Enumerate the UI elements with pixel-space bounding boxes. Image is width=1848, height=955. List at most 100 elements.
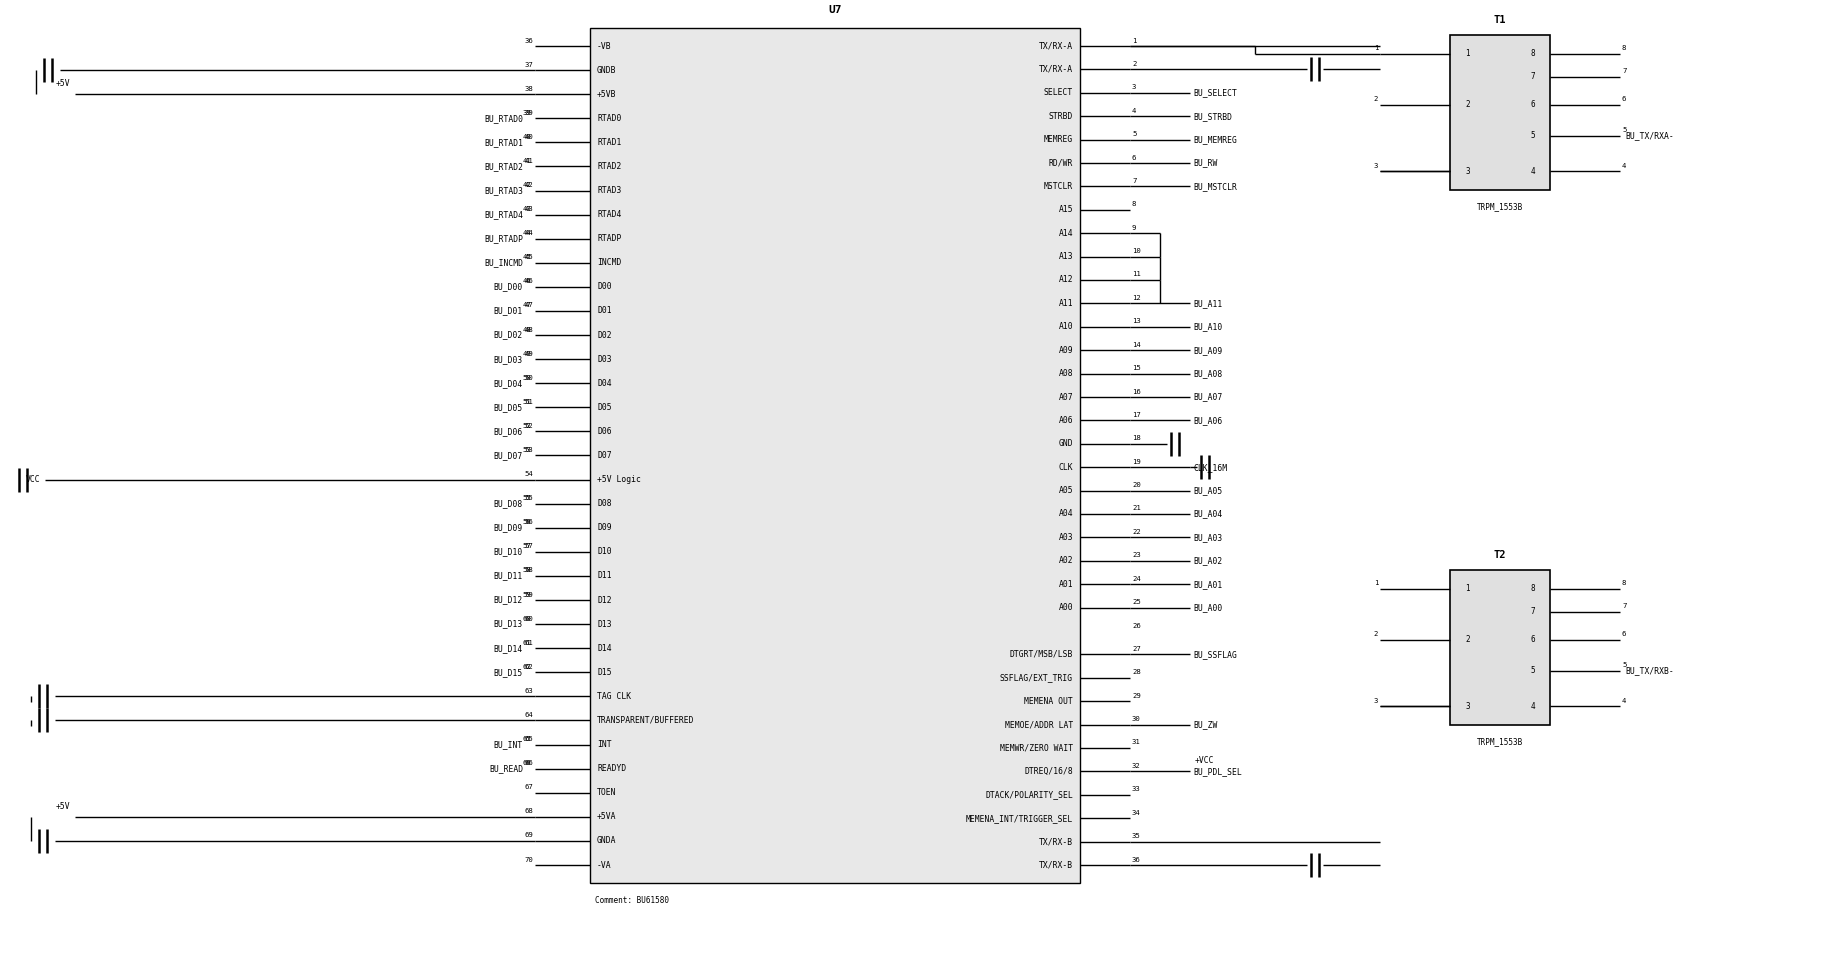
Text: D12: D12: [597, 596, 612, 605]
Text: TX/RX-B: TX/RX-B: [1039, 860, 1074, 869]
Text: 67: 67: [525, 784, 532, 790]
Text: RTAD0: RTAD0: [597, 114, 621, 123]
Text: A07: A07: [1059, 393, 1074, 401]
Text: BU_ZW: BU_ZW: [1194, 720, 1218, 729]
Text: 8: 8: [1623, 580, 1626, 586]
Text: A12: A12: [1059, 275, 1074, 285]
Text: 13: 13: [1133, 318, 1140, 325]
Text: 63: 63: [525, 688, 532, 694]
Text: MEMENA_INT/TRIGGER_SEL: MEMENA_INT/TRIGGER_SEL: [967, 814, 1074, 822]
Text: 8: 8: [1623, 45, 1626, 52]
Text: 29: 29: [1133, 692, 1140, 699]
Text: A05: A05: [1059, 486, 1074, 495]
Text: BU_D00: BU_D00: [493, 283, 523, 291]
Text: 44: 44: [523, 230, 530, 236]
Text: 4: 4: [1623, 698, 1626, 704]
Text: RTAD2: RTAD2: [597, 162, 621, 171]
Text: D10: D10: [597, 547, 612, 557]
Text: 59: 59: [525, 591, 532, 598]
Text: 69: 69: [525, 833, 532, 838]
Text: 2: 2: [1465, 100, 1469, 109]
Text: D14: D14: [597, 644, 612, 652]
Text: 38: 38: [525, 86, 532, 92]
Text: 10: 10: [1133, 248, 1140, 254]
Text: +5V: +5V: [55, 802, 70, 811]
Text: 11: 11: [1133, 271, 1140, 278]
Text: 59: 59: [523, 591, 530, 598]
Text: BU_A02: BU_A02: [1194, 557, 1222, 565]
Text: TOEN: TOEN: [597, 788, 617, 797]
Text: BU_A06: BU_A06: [1194, 415, 1222, 425]
Text: +5VA: +5VA: [597, 813, 617, 821]
Text: TX/RX-A: TX/RX-A: [1039, 41, 1074, 51]
Text: BU_A01: BU_A01: [1194, 580, 1222, 588]
Text: BU_D09: BU_D09: [493, 523, 523, 532]
Text: 14: 14: [1133, 342, 1140, 348]
Text: 52: 52: [525, 423, 532, 429]
Text: D09: D09: [597, 523, 612, 532]
Text: A00: A00: [1059, 604, 1074, 612]
Text: 62: 62: [523, 664, 530, 669]
Text: 65: 65: [523, 736, 530, 742]
Text: 62: 62: [525, 664, 532, 669]
Text: 4: 4: [1133, 108, 1137, 114]
Text: SELECT: SELECT: [1044, 88, 1074, 97]
Text: 4: 4: [1623, 163, 1626, 169]
Text: 9: 9: [1133, 224, 1137, 231]
Text: 5: 5: [1530, 131, 1536, 140]
Text: DTGRT/MSB/LSB: DTGRT/MSB/LSB: [1009, 650, 1074, 659]
Text: 45: 45: [525, 254, 532, 261]
Text: BU_D04: BU_D04: [493, 379, 523, 388]
Text: 56: 56: [525, 520, 532, 525]
Text: BU_A09: BU_A09: [1194, 346, 1222, 354]
Text: BU_TX/RXB-: BU_TX/RXB-: [1624, 667, 1674, 675]
Text: 19: 19: [1133, 458, 1140, 465]
Text: BU_A10: BU_A10: [1194, 322, 1222, 331]
Text: 54: 54: [525, 471, 532, 478]
Text: A06: A06: [1059, 415, 1074, 425]
Text: BU_D10: BU_D10: [493, 547, 523, 557]
Text: 51: 51: [525, 399, 532, 405]
Text: A10: A10: [1059, 322, 1074, 331]
Text: A09: A09: [1059, 346, 1074, 354]
Text: A03: A03: [1059, 533, 1074, 541]
Text: 47: 47: [525, 303, 532, 308]
Text: 49: 49: [523, 350, 530, 356]
Text: 2: 2: [1373, 96, 1379, 102]
Text: 4: 4: [1530, 167, 1536, 176]
Text: RTAD1: RTAD1: [597, 138, 621, 147]
Text: BU_RTAD1: BU_RTAD1: [484, 138, 523, 147]
Text: VCC: VCC: [26, 475, 41, 484]
Text: 58: 58: [523, 567, 530, 573]
Text: BU_D11: BU_D11: [493, 571, 523, 581]
Text: 28: 28: [1133, 669, 1140, 675]
Text: -VA: -VA: [597, 860, 612, 869]
Text: DTREQ/16/8: DTREQ/16/8: [1024, 767, 1074, 775]
Text: BU_A05: BU_A05: [1194, 486, 1222, 495]
Text: 8: 8: [1133, 202, 1137, 207]
Text: 50: 50: [523, 374, 530, 381]
Text: 70: 70: [525, 857, 532, 862]
Text: BU_D15: BU_D15: [493, 668, 523, 677]
Text: GNDB: GNDB: [597, 66, 617, 74]
Text: 7: 7: [1530, 73, 1536, 81]
Text: BU_TX/RXA-: BU_TX/RXA-: [1624, 131, 1674, 140]
Text: 42: 42: [525, 182, 532, 188]
Text: 57: 57: [525, 543, 532, 549]
Text: 6: 6: [1133, 155, 1137, 160]
Text: 5: 5: [1623, 127, 1626, 134]
Text: 6: 6: [1530, 635, 1536, 645]
Text: BU_PDL_SEL: BU_PDL_SEL: [1194, 767, 1242, 775]
Text: 8: 8: [1530, 584, 1536, 593]
Text: 66: 66: [525, 760, 532, 766]
Text: GND: GND: [1059, 439, 1074, 448]
Bar: [1451, 35, 1550, 190]
Text: BU_MEMREG: BU_MEMREG: [1194, 135, 1236, 144]
Text: A08: A08: [1059, 369, 1074, 378]
Text: 7: 7: [1133, 178, 1137, 184]
Text: BU_SSFLAG: BU_SSFLAG: [1194, 650, 1236, 659]
Text: 68: 68: [525, 808, 532, 815]
Text: BU_READ: BU_READ: [490, 764, 523, 774]
Text: -VB: -VB: [597, 41, 612, 51]
Text: 44: 44: [525, 230, 532, 236]
